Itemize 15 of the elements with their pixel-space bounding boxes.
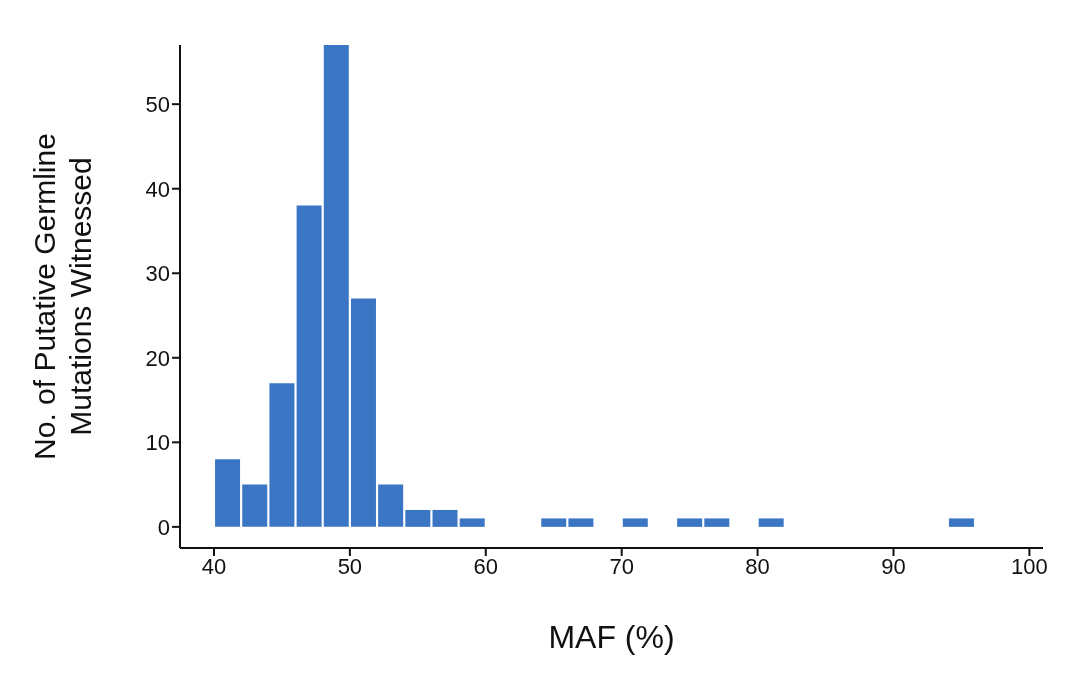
y-tick-label: 20: [145, 345, 170, 371]
y-tick-label: 40: [145, 176, 170, 202]
y-tick-label: 0: [157, 514, 170, 540]
x-tick-label: 60: [473, 553, 499, 579]
x-axis-title: MAF (%): [548, 619, 675, 655]
x-tick-label: 100: [1011, 553, 1048, 579]
x-tick-label: 40: [201, 553, 227, 579]
y-axis-title: No. of Putative Germline Mutations Witnessed: [28, 133, 97, 460]
y-tick-label: 50: [145, 91, 170, 117]
y-tick-label: 30: [145, 261, 170, 287]
x-tick-label: 70: [609, 553, 634, 579]
x-tick-label: 50: [337, 553, 363, 579]
x-tick-label: 80: [745, 553, 770, 579]
x-tick-label: 90: [881, 553, 906, 579]
y-tick-label: 10: [145, 430, 170, 456]
